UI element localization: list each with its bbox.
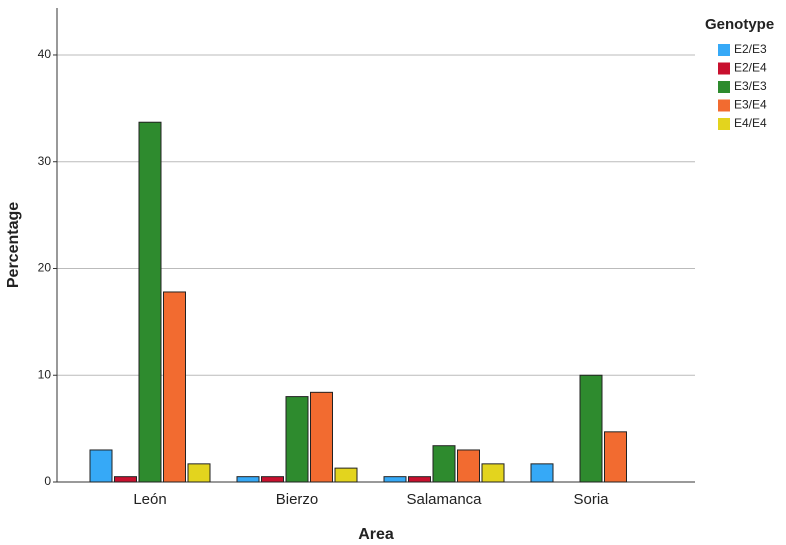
bar [604,431,627,483]
bar [163,291,186,483]
y-tick-label: 0 [44,474,51,488]
legend-label: E2/E4 [734,61,767,75]
y-tick-label: 30 [38,154,52,168]
bar [530,463,554,483]
y-tick-label: 40 [38,47,52,61]
legend-swatch [718,99,730,112]
bar [89,449,113,483]
legend-label: E2/E3 [734,42,767,56]
bar [334,467,358,483]
bar [408,476,431,483]
bar [481,463,505,483]
bar [236,476,260,483]
legend-label: E4/E4 [734,116,767,130]
legend-swatch [718,81,730,93]
legend-title: Genotype [705,16,774,33]
bar [579,374,603,483]
bar [432,445,456,483]
bar [138,121,162,483]
legend-label: E3/E4 [734,98,767,112]
legend-label: E3/E3 [734,79,767,93]
bar [261,476,284,483]
x-tick-label: Bierzo [276,491,319,508]
x-axis-label: Area [358,526,394,543]
legend-swatch [718,62,730,75]
legend-swatch [718,44,730,56]
bar [187,463,211,483]
bar [457,449,480,483]
legend-swatch [718,118,730,130]
x-tick-label: León [133,491,166,508]
bar [114,476,137,483]
y-tick-label: 20 [38,261,52,275]
bar [383,476,407,483]
bar [285,396,309,483]
x-tick-label: Soria [573,491,609,508]
y-tick-label: 10 [38,367,52,381]
y-axis-label: Percentage [5,202,22,288]
x-tick-label: Salamanca [406,491,482,508]
bar [310,391,333,483]
